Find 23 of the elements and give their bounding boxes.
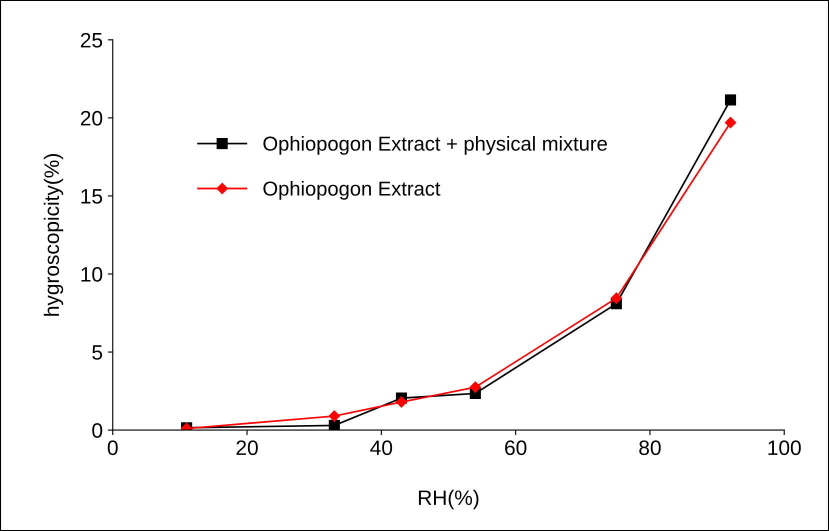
x-tick-label: 0: [108, 440, 118, 456]
legend-label: Ophiopogon Extract: [263, 180, 440, 200]
point: [610, 292, 622, 304]
y-tick-label: 25: [80, 32, 102, 48]
y-tick-label: 20: [80, 110, 102, 126]
y-axis-title: hygroscopicity(%): [44, 154, 64, 316]
x-tick-label: 40: [370, 440, 392, 456]
point: [470, 382, 481, 393]
point: [396, 396, 408, 408]
y-tick-label: 10: [81, 266, 102, 282]
x-tick-label: 100: [768, 440, 801, 456]
x-tick-label: 80: [639, 440, 661, 456]
x-tick-label: 60: [505, 440, 526, 456]
y-tick-label: 5: [92, 345, 102, 360]
legend-label: Ophiopogon Extract + physical mixture: [263, 136, 607, 155]
x-tick-label: 20: [236, 440, 258, 456]
x-axis-title: RH(%): [418, 490, 478, 510]
point: [724, 116, 736, 128]
y-tick-label: 15: [81, 189, 102, 204]
y-tick-label: 0: [92, 423, 102, 438]
point: [328, 420, 340, 430]
point: [724, 94, 736, 106]
point: [328, 410, 340, 422]
